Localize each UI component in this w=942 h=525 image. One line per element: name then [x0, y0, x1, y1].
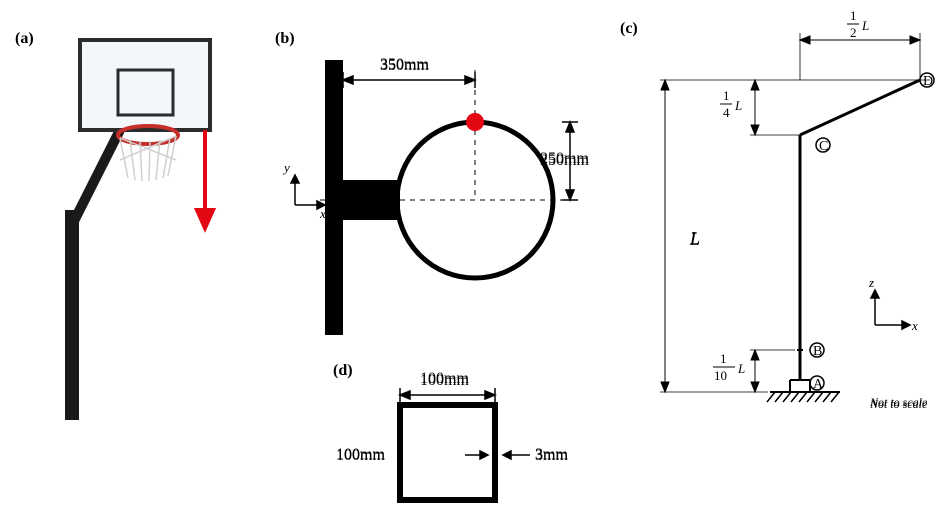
svg-text:L: L: [737, 361, 745, 376]
svg-text:10: 10: [714, 368, 727, 383]
svg-text:1: 1: [723, 88, 730, 103]
dim-d-right: 3mm: [535, 446, 568, 464]
note-text: Not to scale: [870, 395, 927, 410]
svg-text:L: L: [734, 98, 742, 113]
svg-text:C: C: [819, 139, 828, 154]
diagram-canvas: 350mm 250mm y x: [0, 0, 942, 525]
zx-axes-icon: [871, 290, 910, 329]
svg-text:z: z: [868, 275, 874, 290]
dim-b-right: 250mm: [540, 150, 589, 168]
panel-a: [65, 40, 213, 420]
svg-text:L: L: [861, 18, 869, 33]
svg-text:x: x: [911, 318, 918, 333]
svg-text:2: 2: [850, 25, 857, 40]
panel-b: 350mm 250mm y x: [282, 57, 589, 335]
svg-text:A: A: [813, 377, 824, 392]
dim-c-L: L: [690, 228, 700, 249]
svg-text:1: 1: [720, 351, 727, 366]
svg-text:1: 1: [850, 8, 857, 23]
svg-text:x: x: [319, 206, 326, 221]
svg-text:B: B: [813, 344, 822, 359]
dim-d-top: 100mm: [420, 370, 469, 388]
svg-text:D: D: [923, 74, 933, 89]
force-arrow-icon: [197, 130, 213, 228]
hoop-top-point: [466, 113, 484, 131]
panel-d: 100mm 100mm 3mm: [336, 372, 568, 500]
svg-text:4: 4: [723, 105, 730, 120]
dim-b-top: 350mm: [380, 56, 429, 74]
panel-c: A B C D L 1: [660, 8, 934, 411]
dim-d-left: 100mm: [336, 446, 385, 464]
xy-axes-icon: [291, 175, 325, 209]
svg-text:y: y: [282, 160, 290, 175]
